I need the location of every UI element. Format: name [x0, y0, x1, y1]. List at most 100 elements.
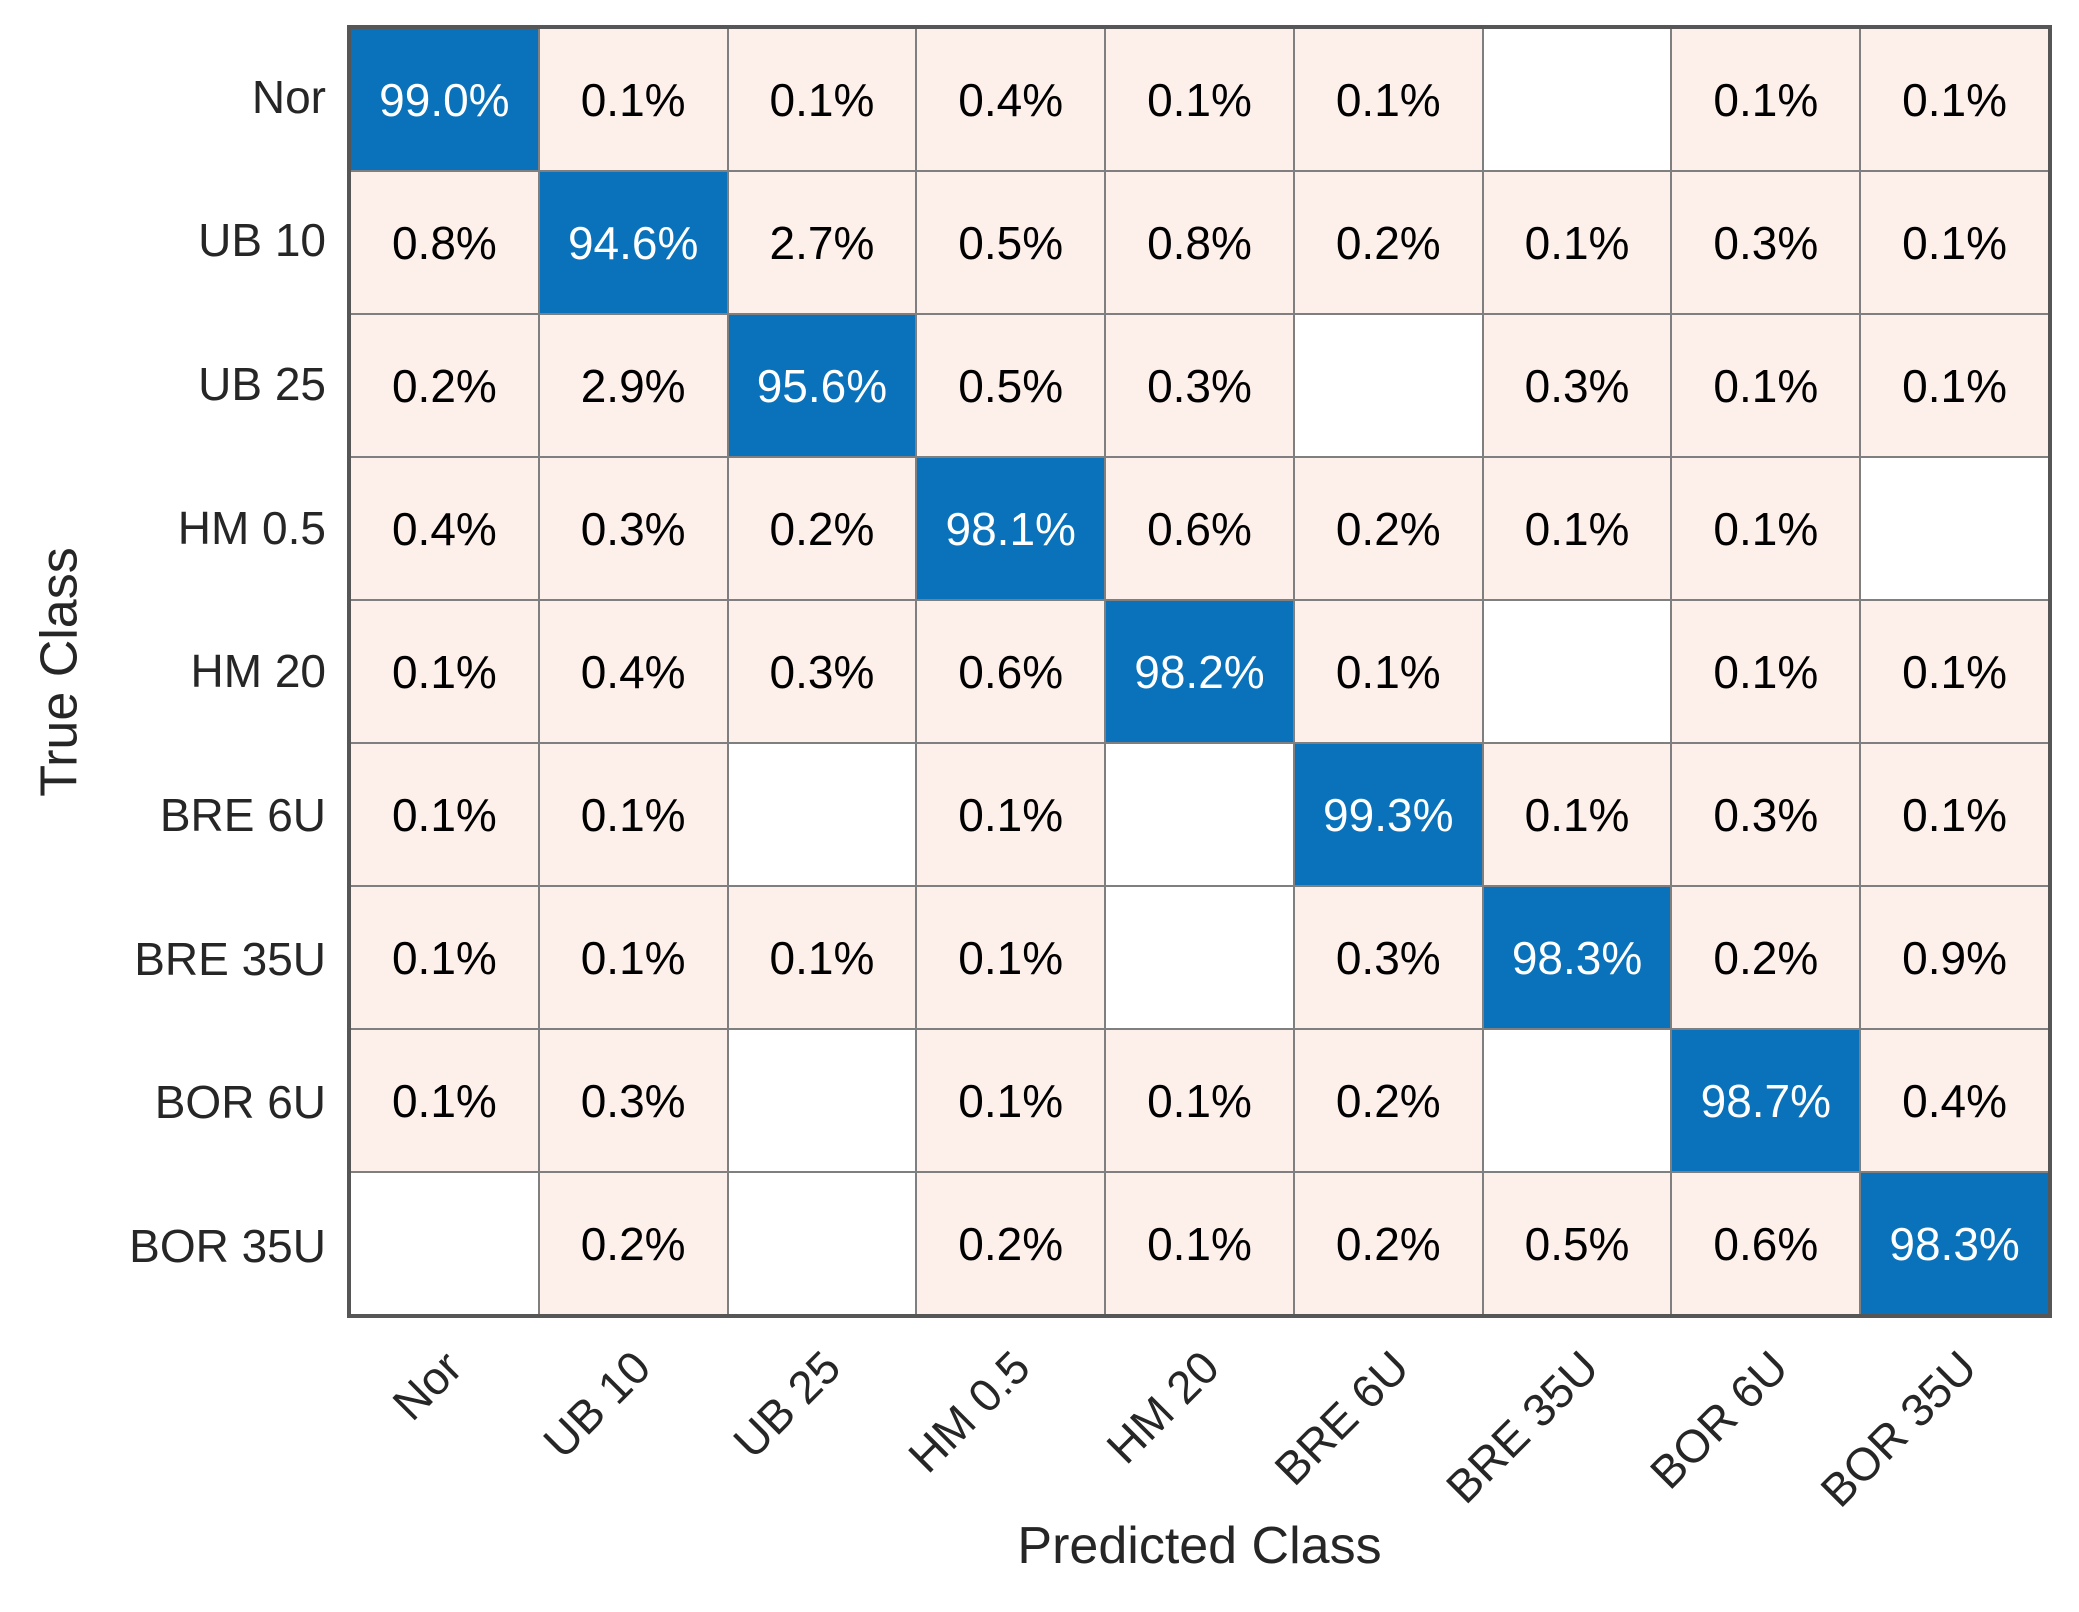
matrix-cell: 0.1%: [1861, 601, 2048, 742]
matrix-cell: [1106, 887, 1293, 1028]
matrix-cell: 0.4%: [1861, 1030, 2048, 1171]
matrix-cell: 0.4%: [351, 458, 538, 599]
matrix-cell: 0.1%: [1861, 315, 2048, 456]
x-tick-label: HM 0.5: [897, 1340, 1040, 1483]
matrix-cell: 0.9%: [1861, 887, 2048, 1028]
matrix-cell: 0.1%: [1106, 29, 1293, 170]
matrix-cell: 0.5%: [1483, 1173, 1671, 1314]
matrix-cell: 0.8%: [351, 172, 538, 313]
matrix-cell: 0.3%: [539, 458, 727, 599]
matrix-cell: 0.1%: [1294, 601, 1482, 742]
matrix-cell: 0.6%: [1106, 458, 1293, 599]
matrix-cell: 0.3%: [1483, 315, 1671, 456]
y-tick-label: BOR 35U: [129, 1220, 326, 1273]
matrix-cell: 98.1%: [917, 458, 1105, 599]
confusion-matrix-grid: 99.0% 0.1% 0.1% 0.4% 0.1% 0.1% 0.1% 0.1% 0.8% 94.…: [347, 25, 2052, 1318]
matrix-cell: 0.1%: [351, 887, 538, 1028]
x-tick-label: Nor: [382, 1340, 472, 1430]
y-tick-label: BOR 6U: [154, 1076, 326, 1129]
matrix-cell: [728, 744, 916, 885]
matrix-cell: [728, 1173, 916, 1314]
matrix-cell: 0.1%: [1672, 601, 1860, 742]
matrix-cell: 0.2%: [728, 458, 916, 599]
matrix-cell: 99.0%: [351, 29, 538, 170]
matrix-cell: 0.3%: [1672, 172, 1860, 313]
matrix-cell: [1106, 744, 1293, 885]
matrix-cell: 0.1%: [1672, 315, 1860, 456]
matrix-cell: 0.2%: [351, 315, 538, 456]
matrix-cell: 0.5%: [917, 172, 1105, 313]
y-tick-label: UB 25: [198, 358, 326, 411]
matrix-cell: 0.1%: [917, 1030, 1105, 1171]
x-tick-label: BOR 6U: [1639, 1340, 1798, 1499]
x-tick-label: BOR 35U: [1810, 1340, 1987, 1517]
matrix-cell: 0.1%: [1672, 29, 1860, 170]
matrix-cell: 0.4%: [539, 601, 727, 742]
y-tick-label: HM 20: [190, 645, 326, 698]
matrix-cell: 0.2%: [1294, 458, 1482, 599]
x-axis-label: Predicted Class: [1017, 1517, 1382, 1575]
matrix-cell: 0.1%: [917, 744, 1105, 885]
x-tick-label: UB 25: [722, 1340, 851, 1468]
matrix-cell: 0.1%: [539, 887, 727, 1028]
y-tick-label: BRE 35U: [134, 932, 326, 985]
y-tick-label: UB 10: [198, 214, 326, 267]
matrix-cell: 0.6%: [917, 601, 1105, 742]
matrix-cell: 95.6%: [728, 315, 916, 456]
matrix-cell: 99.3%: [1294, 744, 1482, 885]
matrix-cell: 98.7%: [1672, 1030, 1860, 1171]
matrix-cell: 0.2%: [539, 1173, 727, 1314]
matrix-cell: 0.1%: [1861, 29, 2048, 170]
matrix-cell: 0.3%: [539, 1030, 727, 1171]
y-tick-label: HM 0.5: [177, 501, 326, 554]
matrix-cell: 0.6%: [1672, 1173, 1860, 1314]
matrix-cell: 0.5%: [917, 315, 1105, 456]
matrix-cell: 0.1%: [1861, 744, 2048, 885]
matrix-cell: 0.1%: [351, 601, 538, 742]
matrix-cell: 0.1%: [351, 744, 538, 885]
matrix-cell: [1483, 601, 1671, 742]
matrix-cell: [1483, 1030, 1671, 1171]
matrix-cell: 0.1%: [539, 29, 727, 170]
x-tick-label: UB 10: [533, 1340, 661, 1468]
matrix-cell: 94.6%: [539, 172, 727, 313]
matrix-cell: 0.3%: [1294, 887, 1482, 1028]
matrix-cell: 98.2%: [1106, 601, 1293, 742]
matrix-cell: 0.2%: [1294, 1030, 1482, 1171]
x-tick-label: BRE 6U: [1264, 1340, 1419, 1495]
matrix-cell: 0.1%: [1672, 458, 1860, 599]
matrix-cell: 0.3%: [1672, 744, 1860, 885]
matrix-cell: 2.9%: [539, 315, 727, 456]
matrix-cell: 0.1%: [728, 29, 916, 170]
matrix-cell: 0.1%: [539, 744, 727, 885]
matrix-cell: [1483, 29, 1671, 170]
matrix-cell: [1861, 458, 2048, 599]
matrix-cell: 0.1%: [1106, 1030, 1293, 1171]
matrix-cell: 0.8%: [1106, 172, 1293, 313]
matrix-cell: 0.2%: [1294, 172, 1482, 313]
matrix-cell: 0.4%: [917, 29, 1105, 170]
y-tick-label: BRE 6U: [159, 789, 326, 842]
matrix-cell: 0.1%: [1483, 744, 1671, 885]
matrix-cell: 0.1%: [728, 887, 916, 1028]
matrix-cell: 0.2%: [1672, 887, 1860, 1028]
matrix-cell: 0.1%: [1106, 1173, 1293, 1314]
matrix-cell: 98.3%: [1483, 887, 1671, 1028]
x-tick-label: HM 20: [1096, 1340, 1229, 1474]
matrix-cell: 0.2%: [1294, 1173, 1482, 1314]
matrix-cell: [1294, 315, 1482, 456]
matrix-cell: 0.1%: [1483, 172, 1671, 313]
x-tick-label: BRE 35U: [1435, 1340, 1608, 1514]
matrix-cell: 0.2%: [917, 1173, 1105, 1314]
y-tick-label: Nor: [251, 70, 326, 123]
matrix-cell: 0.1%: [351, 1030, 538, 1171]
matrix-cell: 2.7%: [728, 172, 916, 313]
matrix-cell: 0.1%: [1483, 458, 1671, 599]
matrix-cell: 0.1%: [917, 887, 1105, 1028]
matrix-cell: 0.3%: [728, 601, 916, 742]
matrix-cell: 98.3%: [1861, 1173, 2048, 1314]
matrix-cell: 0.1%: [1861, 172, 2048, 313]
matrix-cell: 0.1%: [1294, 29, 1482, 170]
matrix-cell: [351, 1173, 538, 1314]
